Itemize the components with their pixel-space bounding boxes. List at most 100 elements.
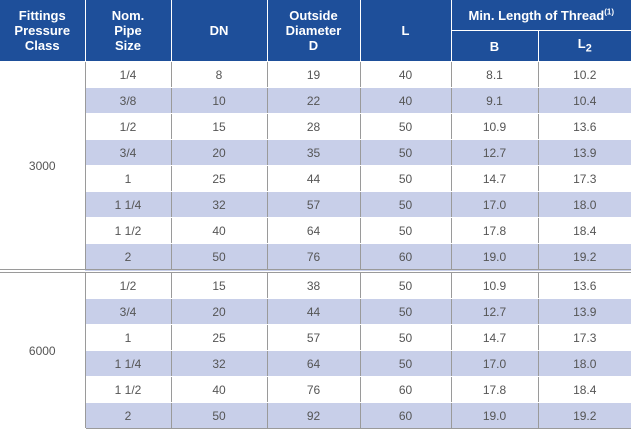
od-cell: 64 — [267, 350, 361, 377]
b-cell: 17.8 — [451, 376, 539, 403]
dn-cell: 40 — [171, 217, 268, 244]
dn-cell: 40 — [171, 376, 268, 403]
l-cell: 50 — [360, 269, 452, 299]
header-l2: L2 — [538, 30, 631, 62]
l-cell: 50 — [360, 217, 452, 244]
table-row: 3/8 10 22 40 9.1 10.4 — [0, 87, 631, 114]
header-fittings-pressure-class: Fittings Pressure Class — [0, 0, 86, 62]
od-cell: 44 — [267, 298, 361, 325]
l-cell: 50 — [360, 324, 452, 351]
l2-cell: 10.2 — [538, 61, 631, 88]
l2-cell: 18.4 — [538, 376, 631, 403]
l-cell: 60 — [360, 402, 452, 429]
size-cell: 2 — [85, 402, 172, 429]
table-row: 3/4 20 35 50 12.7 13.9 — [0, 139, 631, 166]
od-cell: 76 — [267, 376, 361, 403]
l-cell: 50 — [360, 191, 452, 218]
table-row: 3000 1/4 8 19 40 8.1 10.2 — [0, 61, 631, 272]
od-cell: 22 — [267, 87, 361, 114]
size-cell: 1 1/4 — [85, 350, 172, 377]
b-cell: 19.0 — [451, 243, 539, 272]
l-cell: 60 — [360, 376, 452, 403]
b-cell: 12.7 — [451, 139, 539, 166]
header-row: Fittings Pressure Class Nom. Pipe Size D… — [0, 0, 631, 62]
l-cell: 50 — [360, 139, 452, 166]
b-cell: 14.7 — [451, 324, 539, 351]
b-cell: 8.1 — [451, 61, 539, 88]
od-cell: 28 — [267, 113, 361, 140]
table-body: 3000 1/4 8 19 40 8.1 10.2 3/8 10 22 40 9.1 10.4 1/2 15… — [0, 61, 631, 429]
od-cell: 64 — [267, 217, 361, 244]
table-row: 1 1/4 32 64 50 17.0 18.0 — [0, 350, 631, 377]
size-cell: 1 — [85, 165, 172, 192]
size-cell: 3/8 — [85, 87, 172, 114]
od-cell: 35 — [267, 139, 361, 166]
b-cell: 10.9 — [451, 269, 539, 299]
l2-cell: 17.3 — [538, 165, 631, 192]
table-row: 2 50 76 60 19.0 19.2 — [0, 243, 631, 272]
l2-cell: 18.0 — [538, 350, 631, 377]
l2-cell: 17.3 — [538, 324, 631, 351]
l2-cell: 19.2 — [538, 402, 631, 429]
b-cell: 9.1 — [451, 87, 539, 114]
table-row: 2 50 92 60 19.0 19.2 — [0, 402, 631, 429]
header-min-length-of-thread: Min. Length of Thread(1) — [451, 0, 631, 31]
od-cell: 76 — [267, 243, 361, 272]
size-cell: 1/2 — [85, 113, 172, 140]
b-cell: 10.9 — [451, 113, 539, 140]
table-row: 1 1/2 40 76 60 17.8 18.4 — [0, 376, 631, 403]
l2-cell: 13.9 — [538, 298, 631, 325]
table-row: 3/4 20 44 50 12.7 13.9 — [0, 298, 631, 325]
size-cell: 3/4 — [85, 298, 172, 325]
od-cell: 57 — [267, 324, 361, 351]
table-row: 1/2 15 28 50 10.9 13.6 — [0, 113, 631, 140]
od-cell: 92 — [267, 402, 361, 429]
od-cell: 57 — [267, 191, 361, 218]
dn-cell: 32 — [171, 191, 268, 218]
l2-cell: 18.4 — [538, 217, 631, 244]
od-cell: 44 — [267, 165, 361, 192]
dn-cell: 50 — [171, 243, 268, 272]
subheader-row: B L2 — [0, 30, 631, 62]
dn-cell: 15 — [171, 269, 268, 299]
pressure-class-cell: 3000 — [0, 61, 86, 272]
header-l: L — [360, 0, 452, 62]
dn-cell: 15 — [171, 113, 268, 140]
od-cell: 38 — [267, 269, 361, 299]
header-nom-pipe-size: Nom. Pipe Size — [85, 0, 172, 62]
b-cell: 17.0 — [451, 350, 539, 377]
dn-cell: 25 — [171, 324, 268, 351]
b-cell: 17.8 — [451, 217, 539, 244]
b-cell: 17.0 — [451, 191, 539, 218]
size-cell: 1 1/2 — [85, 217, 172, 244]
dn-cell: 8 — [171, 61, 268, 88]
l2-cell: 13.6 — [538, 113, 631, 140]
l-cell: 50 — [360, 165, 452, 192]
dn-cell: 10 — [171, 87, 268, 114]
l-cell: 40 — [360, 61, 452, 88]
header-outside-diameter: Outside Diameter D — [267, 0, 361, 62]
pressure-class-cell: 6000 — [0, 269, 86, 429]
size-cell: 1/4 — [85, 61, 172, 88]
dn-cell: 32 — [171, 350, 268, 377]
table-row: 1 1/4 32 57 50 17.0 18.0 — [0, 191, 631, 218]
size-cell: 1 1/4 — [85, 191, 172, 218]
l2-cell: 18.0 — [538, 191, 631, 218]
l-cell: 50 — [360, 298, 452, 325]
table-row: 1 1/2 40 64 50 17.8 18.4 — [0, 217, 631, 244]
b-cell: 12.7 — [451, 298, 539, 325]
dn-cell: 20 — [171, 298, 268, 325]
l-cell: 50 — [360, 350, 452, 377]
size-cell: 1/2 — [85, 269, 172, 299]
size-cell: 1 1/2 — [85, 376, 172, 403]
size-cell: 2 — [85, 243, 172, 272]
dn-cell: 50 — [171, 402, 268, 429]
l2-cell: 10.4 — [538, 87, 631, 114]
l2-cell: 13.9 — [538, 139, 631, 166]
table-row: 1 25 57 50 14.7 17.3 — [0, 324, 631, 351]
table-row: 1 25 44 50 14.7 17.3 — [0, 165, 631, 192]
b-cell: 14.7 — [451, 165, 539, 192]
footnote-marker: (1) — [604, 7, 615, 17]
l2-cell: 13.6 — [538, 269, 631, 299]
